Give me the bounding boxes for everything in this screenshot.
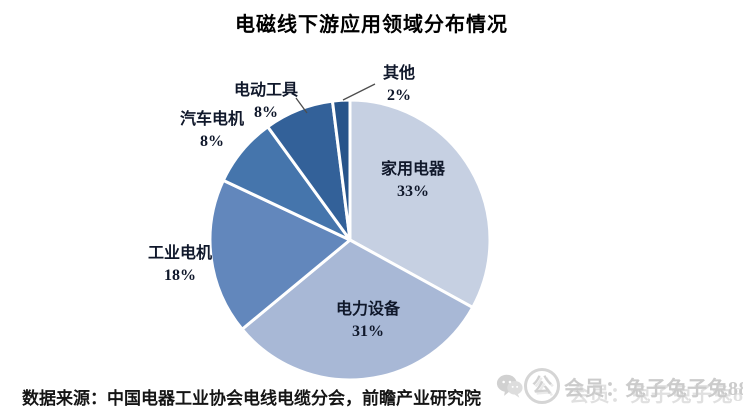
- slice-label-automotive-motors: 汽车电机 8%: [180, 109, 244, 153]
- pie-slice-1: [240, 238, 475, 382]
- slice-label-pct: 2%: [386, 87, 411, 104]
- slice-label-text: 家用电器: [380, 161, 446, 178]
- leader-line-others: [342, 83, 376, 101]
- official-account-logo-icon: 公: [524, 368, 560, 404]
- slice-label-text: 电动工具: [233, 82, 299, 99]
- slice-label-pct: 31%: [351, 323, 384, 340]
- watermark: 公 会员：兔子兔子兔888: [496, 360, 743, 412]
- slice-label-pct: 18%: [163, 267, 196, 284]
- pie-slice-5: [330, 98, 352, 242]
- wechat-icon: [496, 374, 523, 398]
- watermark-text: 会员：兔子兔子兔888: [564, 377, 743, 400]
- slice-label-home-appliances: 家用电器 33%: [381, 159, 445, 203]
- slice-label-text: 工业电机: [147, 245, 213, 262]
- slice-label-others: 其他 2%: [383, 63, 415, 107]
- slice-label-text: 电力设备: [335, 301, 401, 318]
- slice-label-pct: 33%: [396, 183, 429, 200]
- slice-label-power-tools: 电动工具 8%: [234, 80, 298, 124]
- leader-line-power-tools: [295, 97, 308, 114]
- chart-title: 电磁线下游应用领域分布情况: [235, 14, 508, 36]
- pie-slice-2: [208, 178, 352, 331]
- slice-label-pct: 8%: [253, 104, 278, 121]
- data-source-note: 数据来源：中国电器工业协会电线电缆分会，前瞻产业研究院: [22, 389, 481, 408]
- slice-label-power-equipment: 电力设备 31%: [336, 299, 400, 343]
- slice-label-text: 汽车电机: [179, 111, 245, 128]
- slice-label-pct: 8%: [199, 133, 224, 150]
- slice-label-industrial-motors: 工业电机 18%: [148, 243, 212, 287]
- pie-slice-0: [348, 98, 492, 309]
- slice-label-text: 其他: [382, 65, 416, 82]
